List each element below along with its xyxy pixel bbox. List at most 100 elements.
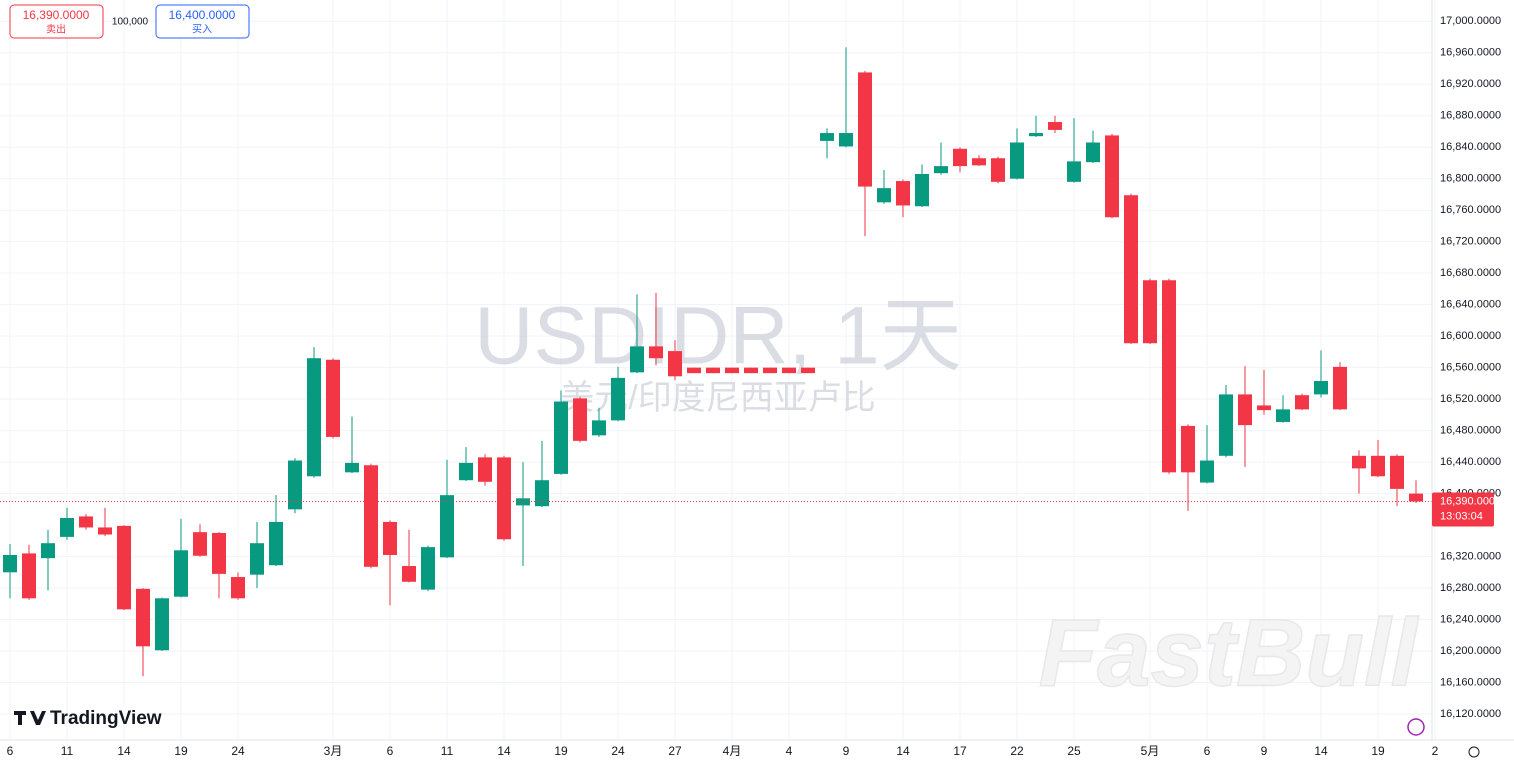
axes: 16,120.0000 16,160.0000 16,200.0000 16,240.… xyxy=(7,15,1502,758)
candle-body xyxy=(592,420,606,436)
buy-button[interactable]: 16,400.0000 买入 xyxy=(155,4,250,39)
x-tick-label: 3月 xyxy=(324,744,343,758)
settings-icon[interactable] xyxy=(1468,746,1480,758)
candle-body xyxy=(934,166,948,174)
x-tick-label: 24 xyxy=(611,744,625,758)
y-tick-label: 16,640.0000 xyxy=(1440,299,1501,311)
plot-area xyxy=(0,47,1432,677)
candle-body xyxy=(630,346,644,373)
candle-body xyxy=(174,550,188,597)
candle-body xyxy=(193,532,207,556)
x-tick-label: 22 xyxy=(1010,744,1024,758)
candle-body xyxy=(288,460,302,510)
y-tick-label: 16,280.0000 xyxy=(1440,582,1501,594)
buy-box[interactable] xyxy=(155,4,250,39)
candle-body xyxy=(497,457,511,540)
x-tick-label: 4月 xyxy=(723,744,742,758)
candle-body xyxy=(440,495,454,558)
quantity[interactable]: 100,000 xyxy=(112,17,149,28)
candle-body xyxy=(554,401,568,474)
x-tick-label: 6 xyxy=(387,744,394,758)
candle-body xyxy=(896,181,910,206)
x-tick-label: 11 xyxy=(441,744,454,758)
y-tick-label: 16,960.0000 xyxy=(1440,47,1501,59)
candle-body xyxy=(1238,394,1252,426)
candle-body xyxy=(60,518,74,537)
candle-body xyxy=(98,527,112,535)
candle-body xyxy=(687,367,701,374)
candle-body xyxy=(706,367,720,374)
candle-body xyxy=(1067,161,1081,182)
candle-body xyxy=(307,358,321,477)
y-tick-label: 16,320.0000 xyxy=(1440,550,1501,562)
candle-body xyxy=(1200,460,1214,483)
y-tick-label: 16,720.0000 xyxy=(1440,236,1501,248)
candle-body xyxy=(991,158,1005,182)
candle-body xyxy=(326,359,340,437)
y-tick-label: 16,760.0000 xyxy=(1440,204,1501,216)
last-price-label: 16,390.0000 xyxy=(1440,495,1501,507)
y-tick-label: 16,880.0000 xyxy=(1440,110,1501,122)
candle-body xyxy=(421,547,435,590)
x-tick-label: 6 xyxy=(7,744,14,758)
y-tick-label: 16,560.0000 xyxy=(1440,362,1501,374)
watermark-subtitle: 美元/印度尼西亚卢比 xyxy=(560,379,875,417)
candle-body xyxy=(725,367,739,374)
candle-body xyxy=(1371,455,1385,477)
sell-button[interactable]: 16,390.0000 卖出 xyxy=(9,4,104,39)
candle-body xyxy=(915,173,929,207)
x-tick-label: 14 xyxy=(497,744,511,758)
x-tick-label: 6 xyxy=(1204,744,1211,758)
candle-body xyxy=(345,462,359,473)
buy-price[interactable]: 16,400.0000 xyxy=(169,8,236,22)
candle-body xyxy=(478,457,492,482)
candle-body xyxy=(250,543,264,575)
candle-body xyxy=(1029,133,1043,137)
candle-body xyxy=(22,553,36,599)
candle-body xyxy=(1390,455,1404,489)
candle-body xyxy=(763,367,777,374)
candle-body xyxy=(535,480,549,507)
x-tick-label: 9 xyxy=(1261,744,1268,758)
y-tick-label: 16,160.0000 xyxy=(1440,676,1501,688)
y-tick-label: 17,000.0000 xyxy=(1440,15,1501,27)
candle-body xyxy=(972,158,986,166)
candle-body xyxy=(953,148,967,167)
y-tick-label: 16,120.0000 xyxy=(1440,708,1501,720)
candle-body xyxy=(611,377,625,421)
candle-body xyxy=(820,133,834,141)
event-icon[interactable] xyxy=(1407,718,1425,736)
candle-body xyxy=(1409,493,1423,502)
sell-price[interactable]: 16,390.0000 xyxy=(23,8,90,22)
x-tick-label: 27 xyxy=(668,744,682,758)
candle-body xyxy=(136,588,150,647)
y-tick-label: 16,600.0000 xyxy=(1440,330,1501,342)
y-tick-label: 16,920.0000 xyxy=(1440,78,1501,90)
candle-body xyxy=(212,532,226,574)
logo-icon xyxy=(14,711,46,725)
x-tick-label: 24 xyxy=(231,744,245,758)
tradingview-logo: TradingView xyxy=(14,708,162,729)
x-tick-label: 2 xyxy=(1432,744,1439,758)
candle-body xyxy=(1257,405,1271,411)
candle-body xyxy=(839,133,853,147)
candle-body xyxy=(877,188,891,203)
candle-body xyxy=(1352,455,1366,469)
candle-body xyxy=(364,465,378,567)
candle-body xyxy=(1162,280,1176,473)
y-tick-label: 16,200.0000 xyxy=(1440,645,1501,657)
candle-body xyxy=(573,398,587,441)
watermark-title: USDIDR, 1天 xyxy=(474,291,962,382)
buy-label[interactable]: 买入 xyxy=(192,24,212,36)
y-tick-label: 16,240.0000 xyxy=(1440,613,1501,625)
candle-body xyxy=(231,577,245,599)
candle-body xyxy=(1219,394,1233,456)
candle-body xyxy=(383,521,397,555)
candle-body xyxy=(3,555,17,573)
candle-body xyxy=(1086,142,1100,163)
candle-body xyxy=(1314,381,1328,395)
sell-box[interactable] xyxy=(9,4,104,39)
countdown: 13:03:04 xyxy=(1440,510,1483,522)
sell-label[interactable]: 卖出 xyxy=(46,23,66,36)
